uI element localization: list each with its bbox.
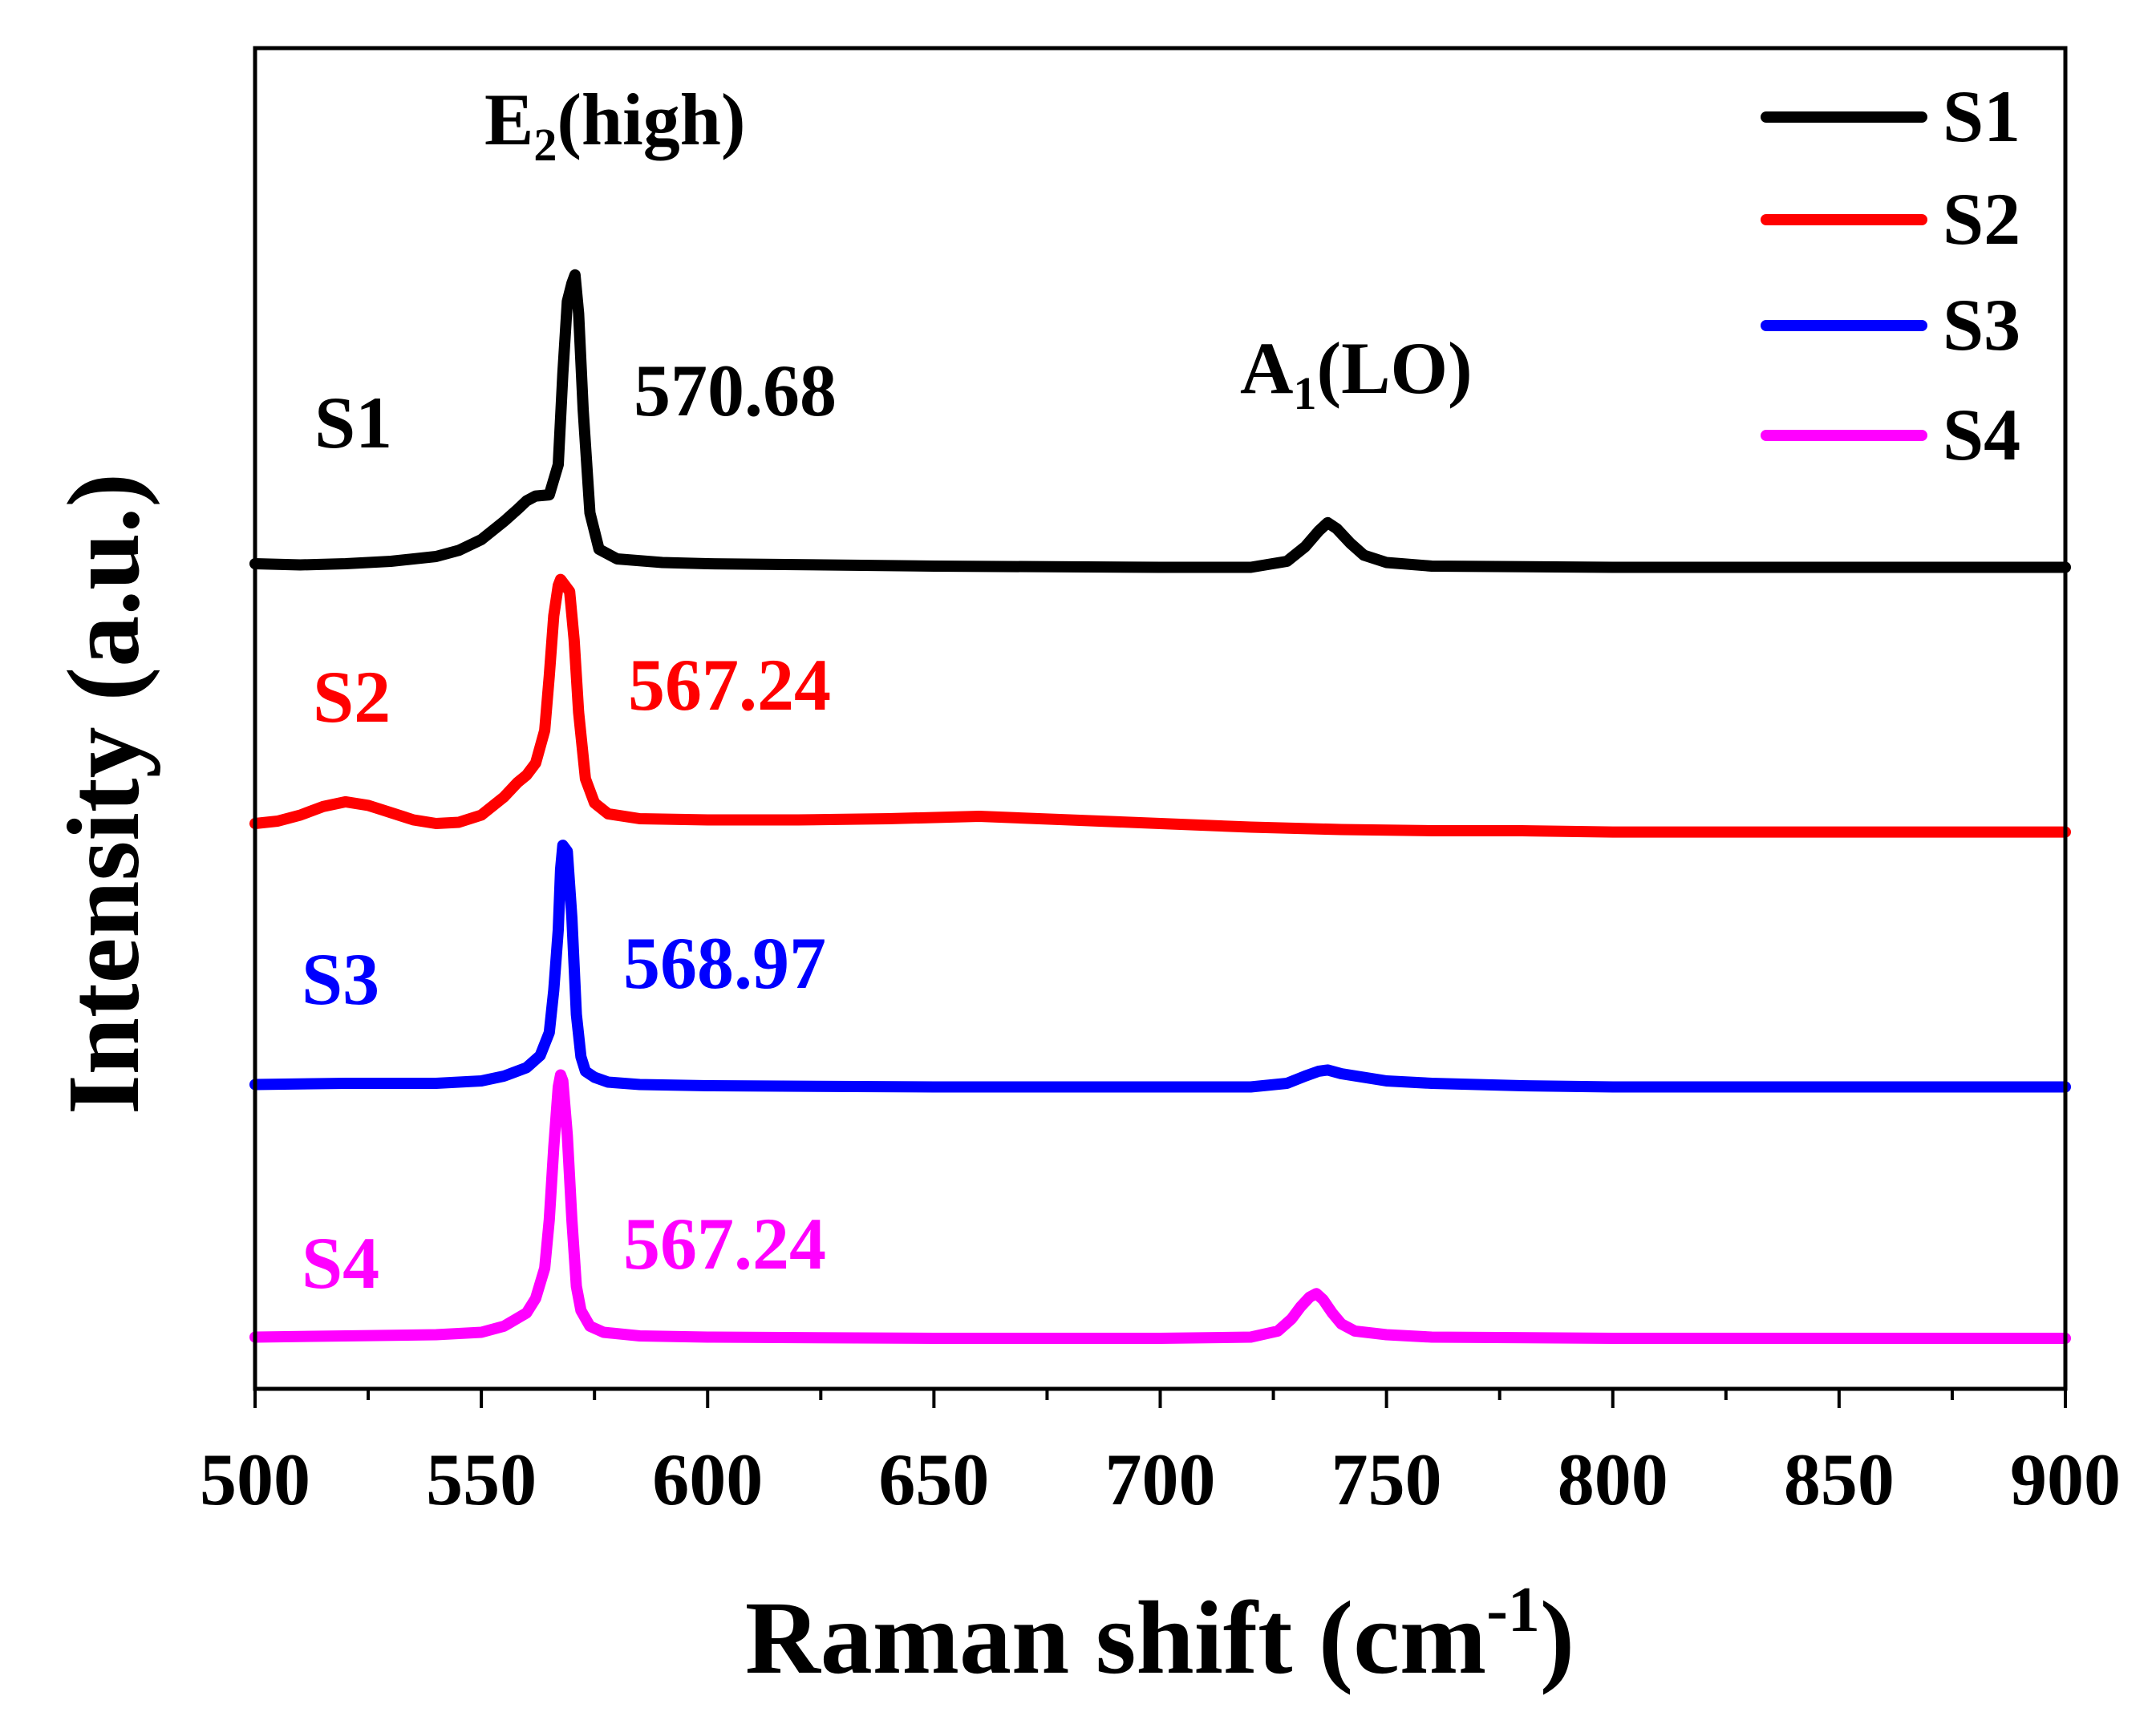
series-line-s2	[249, 573, 2071, 838]
annotation-a1-sub: 1	[1293, 367, 1316, 419]
annotation-e2-sub: 2	[533, 119, 557, 171]
x-tick-label: 850	[1784, 1439, 1895, 1520]
plot-frame	[253, 46, 2068, 1391]
y-axis-title: Intensity (a.u.)	[47, 473, 160, 1115]
annotation-e2-rest: (high)	[557, 79, 745, 160]
x-tick-label: 550	[426, 1439, 537, 1520]
series-label-s2: S2	[313, 656, 391, 738]
x-axis-title-close: )	[1540, 1580, 1574, 1696]
x-tick-label: 600	[652, 1439, 763, 1520]
annotation-a1-lo: A1(LO)	[1240, 327, 1473, 419]
series-line-s4	[249, 1069, 2071, 1344]
series-label-s4: S4	[302, 1222, 379, 1304]
peak-label-s2: 567.24	[628, 644, 831, 726]
x-axis-title-sup: -1	[1486, 1575, 1540, 1645]
x-tick-label: 900	[2010, 1439, 2121, 1520]
x-tick-label: 750	[1331, 1439, 1442, 1520]
series-lines	[249, 269, 2071, 1344]
annotation-e2-high: E2(high)	[484, 79, 746, 171]
legend-label-s4: S4	[1943, 394, 2020, 476]
series-line-s3	[249, 840, 2071, 1093]
x-tick-labels: 500 550 600 650 700 750 800 850 900	[200, 1439, 2121, 1520]
peak-label-s3: 568.97	[623, 922, 826, 1004]
peak-label-s4: 567.24	[623, 1203, 826, 1285]
peak-label-s1: 570.68	[634, 350, 837, 431]
legend: S1 S2 S3 S4	[1761, 75, 2020, 476]
annotation-e2-base: E	[484, 79, 533, 160]
legend-label-s3: S3	[1943, 284, 2020, 366]
x-tick-label: 500	[200, 1439, 310, 1520]
x-axis-title-main: Raman shift (cm	[745, 1580, 1486, 1696]
x-tick-label: 650	[878, 1439, 989, 1520]
x-axis-title: Raman shift (cm-1)	[745, 1575, 1574, 1696]
legend-label-s1: S1	[1943, 75, 2020, 157]
series-line-s1	[249, 269, 2071, 573]
series-label-s3: S3	[302, 938, 379, 1020]
annotation-a1-base: A	[1240, 327, 1293, 409]
series-label-s1: S1	[314, 382, 392, 463]
annotation-a1-rest: (LO)	[1316, 327, 1472, 409]
x-tick-label: 800	[1558, 1439, 1668, 1520]
x-tick-label: 700	[1105, 1439, 1216, 1520]
legend-label-s2: S2	[1943, 178, 2020, 260]
